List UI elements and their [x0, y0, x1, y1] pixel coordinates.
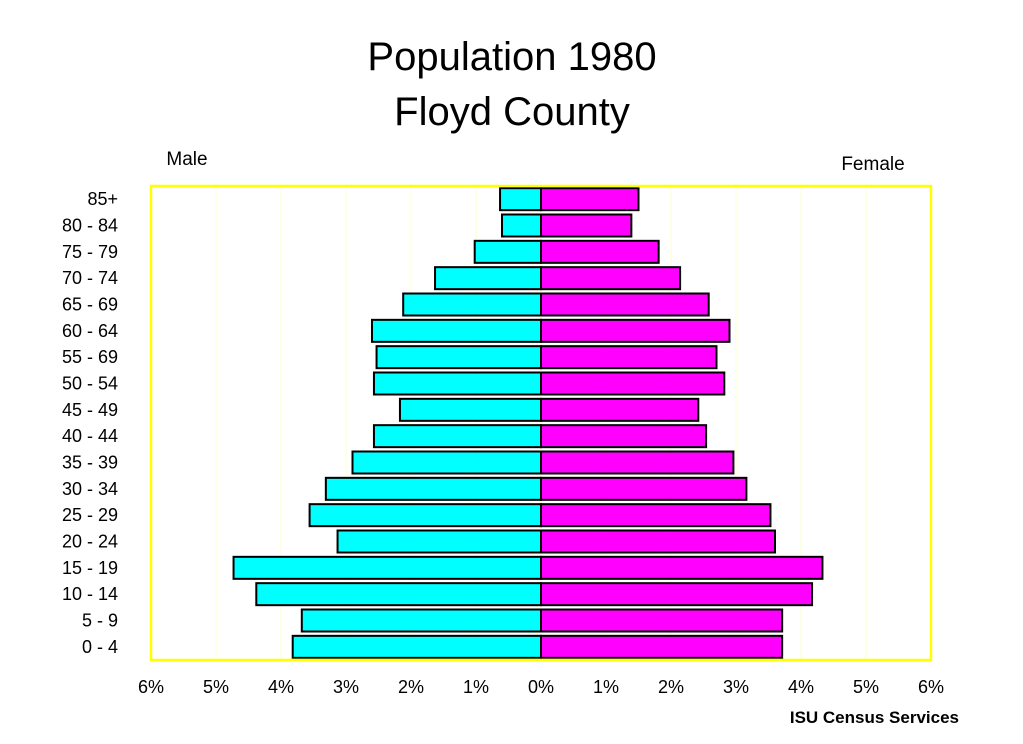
female-bar	[540, 450, 735, 475]
female-bar	[540, 318, 731, 343]
male-bar	[291, 634, 543, 659]
female-bar	[540, 239, 660, 264]
male-bar	[398, 397, 543, 422]
x-tick-label: 2%	[398, 677, 424, 697]
x-tick-label: 1%	[463, 677, 489, 697]
male-bar	[336, 529, 542, 554]
age-group-label: 65 - 69	[62, 295, 118, 315]
female-bar	[540, 213, 633, 238]
age-group-label: 70 - 74	[62, 268, 118, 288]
age-group-label: 25 - 29	[62, 505, 118, 525]
female-bar	[540, 634, 784, 659]
female-bar	[540, 424, 708, 449]
female-bar	[540, 345, 718, 370]
female-bar	[540, 529, 776, 554]
male-side-label: Male	[166, 149, 207, 170]
x-tick-label: 3%	[723, 677, 749, 697]
x-tick-label: 2%	[658, 677, 684, 697]
female-bar	[540, 476, 748, 501]
female-bar	[540, 292, 710, 317]
age-group-label: 10 - 14	[62, 584, 118, 604]
age-group-label: 30 - 34	[62, 479, 118, 499]
x-tick-label: 0%	[528, 677, 554, 697]
male-bar	[372, 424, 543, 449]
female-bar	[540, 503, 772, 528]
age-group-label: 15 - 19	[62, 558, 118, 578]
credit-text: ISU Census Services	[790, 708, 959, 727]
male-bar	[232, 555, 543, 580]
age-group-label: 60 - 64	[62, 321, 118, 341]
male-bar	[375, 345, 542, 370]
female-bar	[540, 266, 682, 291]
chart-title-line-1: Population 1980	[367, 35, 656, 79]
male-bar	[351, 450, 542, 475]
bars	[232, 187, 824, 659]
male-bar	[324, 476, 542, 501]
age-group-label: 75 - 79	[62, 242, 118, 262]
plot-frame	[149, 184, 933, 662]
male-bar	[402, 292, 543, 317]
female-bar	[540, 555, 824, 580]
age-group-label: 55 - 69	[62, 347, 118, 367]
female-side-label: Female	[841, 154, 904, 175]
male-bar	[501, 213, 542, 238]
age-group-label: 5 - 9	[82, 611, 118, 631]
male-bar	[308, 503, 542, 528]
female-bar	[540, 608, 784, 633]
chart-title-line-2: Floyd County	[394, 90, 630, 134]
female-bar	[540, 582, 814, 607]
x-tick-label: 5%	[203, 677, 229, 697]
female-bar	[540, 397, 700, 422]
x-tick-label: 4%	[268, 677, 294, 697]
male-bar	[372, 371, 543, 396]
age-group-label: 40 - 44	[62, 426, 118, 446]
age-group-label: 85+	[87, 189, 118, 209]
age-group-label: 45 - 49	[62, 400, 118, 420]
x-tick-label: 3%	[333, 677, 359, 697]
male-bar	[434, 266, 542, 291]
x-tick-label: 4%	[788, 677, 814, 697]
grid-lines	[215, 186, 867, 660]
x-tick-label: 5%	[853, 677, 879, 697]
x-tick-label: 6%	[138, 677, 164, 697]
x-tick-label: 1%	[593, 677, 619, 697]
male-bar	[255, 582, 542, 607]
male-bar	[300, 608, 542, 633]
age-group-label: 80 - 84	[62, 216, 118, 236]
female-bar	[540, 371, 726, 396]
age-group-label: 0 - 4	[82, 637, 118, 657]
x-tick-label: 6%	[918, 677, 944, 697]
male-bar	[473, 239, 543, 264]
age-group-label: 50 - 54	[62, 374, 118, 394]
x-axis-tick-labels: 6% 5% 4% 3% 2% 1% 0% 1% 2% 3% 4% 5% 6%	[138, 677, 944, 697]
female-bar	[540, 187, 640, 212]
age-group-label: 20 - 24	[62, 532, 118, 552]
male-bar	[499, 187, 542, 212]
age-group-label: 35 - 39	[62, 453, 118, 473]
age-group-labels: 85+ 80 - 84 75 - 79 70 - 74 65 - 69 60 - 64 55…	[62, 189, 118, 657]
male-bar	[371, 318, 542, 343]
